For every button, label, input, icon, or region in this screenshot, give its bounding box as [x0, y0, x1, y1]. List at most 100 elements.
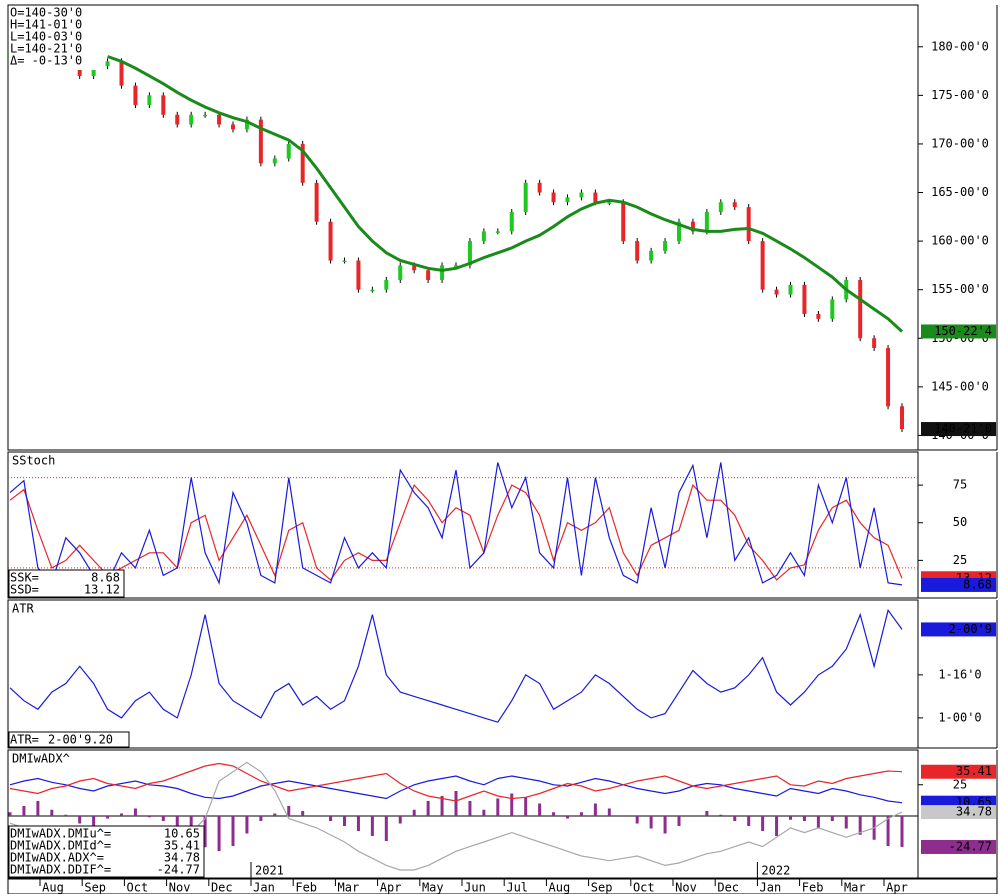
legend-value: -24.77: [157, 863, 200, 877]
series-line: [9, 775, 903, 804]
ohlc-line: Δ= -0-13'0: [10, 54, 82, 68]
price-body: [244, 119, 249, 130]
panel-title: ATR: [12, 602, 34, 616]
histogram-bar: [231, 816, 235, 846]
legend-value: 2-00'9.20: [48, 733, 113, 747]
price-body: [342, 260, 347, 263]
y-tick-label: 50: [953, 515, 967, 529]
price-body: [467, 241, 472, 266]
month-label: Jan: [760, 881, 782, 894]
legend-box: [8, 569, 125, 598]
month-label: Aug: [42, 881, 64, 894]
histogram-bar: [370, 816, 374, 836]
histogram-bar: [217, 816, 221, 851]
histogram-bar: [635, 816, 639, 824]
histogram-bar: [775, 816, 779, 836]
histogram-bar: [175, 816, 179, 829]
price-body: [690, 221, 695, 232]
price-body: [328, 221, 333, 261]
price-body: [454, 265, 458, 267]
histogram-bar: [356, 816, 360, 831]
ohlc-line: L=140-03'0: [10, 30, 82, 44]
price-body: [175, 114, 180, 125]
legend-box: [8, 731, 130, 748]
price-body: [635, 241, 640, 261]
histogram-bar: [607, 808, 611, 816]
legend-box: [8, 825, 205, 878]
value-marker: [921, 839, 996, 854]
month-label: Sep: [84, 881, 106, 894]
price-body: [412, 265, 417, 271]
price-body: [217, 114, 222, 125]
price-body: [509, 211, 514, 232]
price-body: [858, 279, 863, 339]
legend-name: DMIwADX.DDIF^=: [10, 863, 111, 877]
histogram-bar: [510, 793, 514, 816]
histogram-bar: [245, 816, 249, 834]
histogram-bar: [886, 816, 890, 846]
histogram-bar: [329, 816, 333, 821]
price-body: [161, 95, 166, 115]
month-label: Nov: [675, 881, 697, 894]
month-label: Mar: [844, 881, 866, 894]
value-marker-label: 2-00'9: [949, 622, 992, 636]
value-marker: [921, 622, 996, 637]
price-body: [788, 284, 793, 295]
y-tick-label: 25: [953, 553, 967, 567]
price-body: [147, 95, 152, 106]
histogram-bar: [747, 816, 751, 826]
histogram-bar: [426, 801, 430, 816]
month-label: Dec: [211, 881, 233, 894]
y-tick-label: 25: [953, 777, 967, 791]
price-body: [551, 192, 556, 203]
price-body: [830, 299, 835, 319]
time-axis-strip: [7, 878, 998, 894]
y-tick-label: 180-00'0: [931, 39, 989, 53]
series-line: [9, 483, 903, 581]
histogram-bar: [36, 801, 40, 816]
legend-value: 10.65: [164, 827, 200, 841]
month-label: Dec: [717, 881, 739, 894]
price-body: [732, 202, 737, 208]
month-label: Jul: [506, 881, 528, 894]
price-body: [607, 202, 612, 204]
histogram-bar: [50, 809, 54, 816]
histogram-bar: [844, 816, 848, 829]
legend-value: 8.68: [91, 571, 120, 585]
price-body: [356, 260, 361, 290]
price-body: [91, 66, 96, 76]
y-tick-label: 1-16'0: [938, 667, 981, 681]
histogram-bar: [8, 812, 12, 816]
value-marker: [921, 324, 996, 339]
month-label: Aug: [549, 881, 571, 894]
histogram-bar: [203, 816, 207, 848]
y-tick-label: 1-00'0: [938, 710, 981, 724]
histogram-bar: [133, 808, 137, 816]
price-body: [537, 182, 542, 193]
histogram-bar: [566, 816, 569, 819]
price-body: [718, 202, 723, 212]
price-body: [203, 114, 208, 117]
price-body: [565, 197, 570, 203]
histogram-bar: [440, 796, 444, 816]
legend-name: DMIwADX.DMId^=: [10, 839, 111, 853]
legend-value: 34.78: [164, 851, 200, 865]
histogram-bar: [22, 806, 26, 816]
histogram-bar: [677, 816, 681, 826]
month-label: Feb: [802, 881, 824, 894]
histogram-bar: [649, 816, 653, 829]
price-body: [649, 250, 654, 261]
y-tick-label: 75: [953, 478, 967, 492]
histogram-bar: [106, 816, 110, 819]
legend-name: ATR=: [10, 733, 39, 747]
month-label: May: [422, 881, 444, 894]
ohlc-line: L=140-21'0: [10, 42, 82, 56]
price-body: [872, 338, 877, 348]
price-body: [704, 211, 709, 232]
month-label: Oct: [127, 881, 149, 894]
histogram-bar: [900, 816, 904, 847]
price-body: [774, 289, 779, 295]
histogram-bar: [524, 797, 528, 816]
value-marker-label: 140-21'0: [934, 422, 992, 436]
